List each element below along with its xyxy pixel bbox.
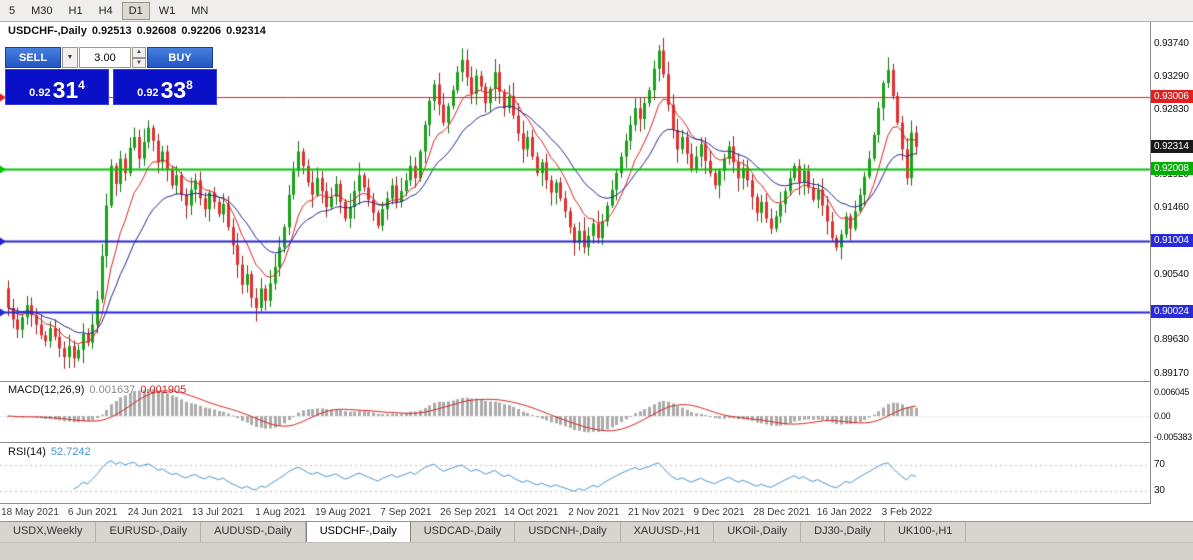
tab-usdchf-daily[interactable]: USDCHF-,Daily <box>305 522 411 543</box>
date-label: 9 Dec 2021 <box>693 507 745 518</box>
volume-decrement-button[interactable]: ▼ <box>132 57 146 68</box>
macd-axis-tick: 0.006045 <box>1154 387 1190 398</box>
date-label: 28 Dec 2021 <box>753 507 811 518</box>
one-click-trading-widget: SELL ▼ ▲ ▼ BUY 0.92 31 4 0.92 33 8 <box>5 47 217 105</box>
macd-signal-value: 0.001905 <box>140 384 187 396</box>
time-axis[interactable]: 18 May 2021 6 Jun 2021 24 Jun 2021 13 Ju… <box>0 504 1193 521</box>
date-label: 1 Aug 2021 <box>255 507 306 518</box>
volume-increment-button[interactable]: ▲ <box>132 47 146 58</box>
volume-dropdown-button[interactable]: ▼ <box>62 47 78 68</box>
timeframe-button-mn[interactable]: MN <box>184 2 215 20</box>
support-price-badge-blue-1: 0.91004 <box>1151 234 1193 248</box>
panel-divider <box>0 503 1193 504</box>
macd-indicator-label: MACD(12,26,9) 0.001637 0.001905 <box>8 384 186 396</box>
tab-ukoil-daily[interactable]: UKOil-,Daily <box>714 522 802 543</box>
volume-spinner: ▲ ▼ <box>132 47 146 68</box>
macd-title: MACD(12,26,9) <box>8 384 85 396</box>
caret-down-icon: ▼ <box>136 59 142 66</box>
date-label: 2 Nov 2021 <box>568 507 620 518</box>
tab-usdcnh-daily[interactable]: USDCNH-,Daily <box>515 522 621 543</box>
tab-usdcad-daily[interactable]: USDCAD-,Daily <box>411 522 516 543</box>
date-label: 13 Jul 2021 <box>192 507 244 518</box>
price-tick: 0.92830 <box>1154 103 1189 115</box>
rsi-indicator-label: RSI(14) 52.7242 <box>8 446 91 458</box>
tab-audusd-daily[interactable]: AUDUSD-,Daily <box>201 522 306 543</box>
date-label: 24 Jun 2021 <box>127 507 183 518</box>
symbol-period-label: USDCHF-,Daily <box>8 25 87 37</box>
chevron-down-icon: ▼ <box>66 54 74 61</box>
chart-tab-bar: USDX,Weekly EURUSD-,Daily AUDUSD-,Daily … <box>0 521 1193 543</box>
ohlc-high: 0.92608 <box>136 25 177 37</box>
bid-price-pipette: 4 <box>78 78 85 92</box>
ohlc-close: 0.92314 <box>226 25 266 37</box>
price-tick: 0.93290 <box>1154 70 1189 82</box>
timeframe-button-d1[interactable]: D1 <box>121 1 150 20</box>
macd-main-value: 0.001637 <box>89 384 136 396</box>
rsi-axis-tick: 70 <box>1154 459 1165 470</box>
ask-price-big: 33 <box>160 77 187 103</box>
tab-usdx-weekly[interactable]: USDX,Weekly <box>0 522 97 543</box>
timeframe-button-h1[interactable]: H1 <box>62 2 90 20</box>
status-bar <box>0 542 1193 560</box>
timeframe-button-h4[interactable]: H4 <box>92 2 120 20</box>
resistance-price-badge: 0.93006 <box>1151 90 1193 103</box>
date-label: 21 Nov 2021 <box>628 507 685 518</box>
bid-price-box[interactable]: 0.92 31 4 <box>5 69 109 105</box>
date-label: 7 Sep 2021 <box>380 507 432 518</box>
timeframe-button-m5[interactable]: 5 <box>2 2 22 20</box>
date-label: 18 May 2021 <box>1 507 59 518</box>
date-label: 19 Aug 2021 <box>315 507 372 518</box>
bid-price-prefix: 0.92 <box>29 87 51 99</box>
timeframe-button-m30[interactable]: M30 <box>24 2 59 20</box>
date-label: 16 Jan 2022 <box>816 507 872 518</box>
support-price-badge-blue-2: 0.90024 <box>1151 305 1193 318</box>
buy-button[interactable]: BUY <box>147 47 213 68</box>
volume-input[interactable] <box>79 47 131 68</box>
chart-title: USDCHF-,Daily 0.92513 0.92608 0.92206 0.9231… <box>8 25 271 37</box>
date-label: 26 Sep 2021 <box>440 507 497 518</box>
sell-button[interactable]: SELL <box>5 47 61 68</box>
ask-price-pipette: 8 <box>186 78 193 92</box>
timeframe-button-w1[interactable]: W1 <box>152 2 183 20</box>
price-tick: 0.89630 <box>1154 334 1189 346</box>
support-price-badge-green: 0.92008 <box>1151 161 1193 175</box>
macd-axis-tick: -0.005383 <box>1154 432 1192 443</box>
date-label: 6 Jun 2021 <box>67 507 118 518</box>
date-label: 14 Oct 2021 <box>503 507 559 518</box>
ohlc-open: 0.92513 <box>91 25 132 37</box>
price-tick: 0.89170 <box>1154 367 1189 379</box>
ask-price-box[interactable]: 0.92 33 8 <box>113 69 217 105</box>
price-tick: 0.93740 <box>1154 38 1189 50</box>
ohlc-low: 0.92206 <box>181 25 222 37</box>
price-tick: 0.90540 <box>1154 268 1189 280</box>
price-tick: 0.91460 <box>1154 202 1189 214</box>
rsi-value: 52.7242 <box>50 446 91 458</box>
tab-uk100-h1[interactable]: UK100-,H1 <box>885 522 967 543</box>
tab-xauusd-h1[interactable]: XAUUSD-,H1 <box>621 522 715 543</box>
caret-up-icon: ▲ <box>136 49 142 56</box>
tab-eurusd-daily[interactable]: EURUSD-,Daily <box>96 522 202 543</box>
current-price-badge: 0.92314 <box>1151 139 1193 153</box>
panel-divider[interactable] <box>0 442 1193 443</box>
rsi-title: RSI(14) <box>8 446 46 458</box>
rsi-axis-tick: 30 <box>1154 485 1165 496</box>
tab-dj30-daily[interactable]: DJ30-,Daily <box>801 522 885 543</box>
date-label: 3 Feb 2022 <box>881 507 933 518</box>
bid-price-big: 31 <box>52 77 79 103</box>
ask-price-prefix: 0.92 <box>137 87 159 99</box>
panel-divider[interactable] <box>0 381 1193 382</box>
timeframe-toolbar: 5 M30 H1 H4 D1 W1 MN <box>0 0 1193 22</box>
macd-axis-tick: 0.00 <box>1154 411 1171 421</box>
